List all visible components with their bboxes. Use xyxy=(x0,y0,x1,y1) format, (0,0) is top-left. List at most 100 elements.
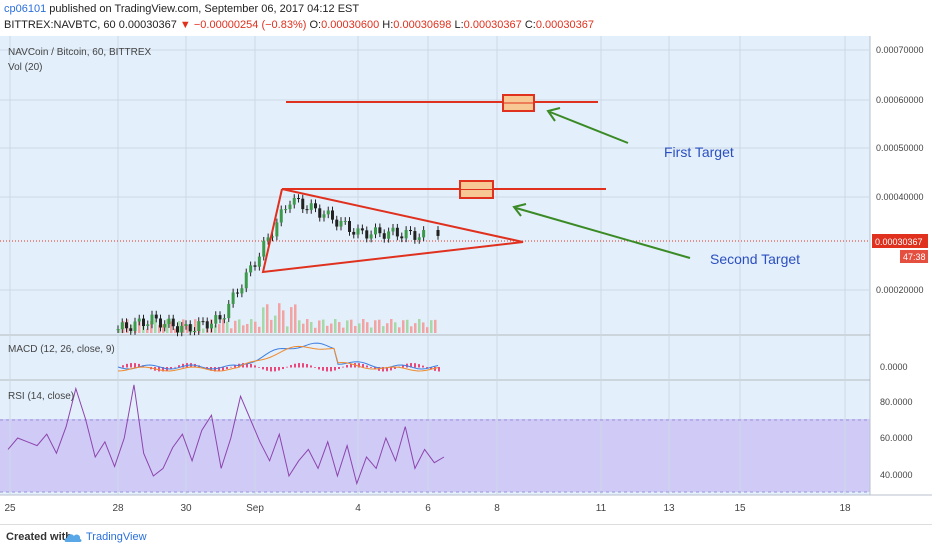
macd-histogram-bar xyxy=(410,363,412,368)
first-target-label[interactable]: Second Target xyxy=(710,251,800,267)
main-pane-title: NAVCoin / Bitcoin, 60, BITTREX xyxy=(8,47,152,58)
volume-bar xyxy=(402,320,405,333)
candle-body xyxy=(171,318,175,327)
candle-body xyxy=(309,203,313,210)
macd-histogram-bar xyxy=(362,364,364,368)
second-target-label[interactable]: First Target xyxy=(664,144,734,160)
volume-bar xyxy=(346,320,349,333)
rsi-y-tick-2: 40.0000 xyxy=(880,470,913,480)
macd-histogram-bar xyxy=(314,367,316,368)
symmetrical-triangle[interactable] xyxy=(261,188,524,274)
candle-body xyxy=(262,240,266,257)
macd-histogram-bar xyxy=(230,366,232,368)
candle-body xyxy=(352,231,356,235)
main-pane-bg xyxy=(0,36,870,334)
candle-body xyxy=(343,220,347,222)
candle-body xyxy=(133,321,137,331)
open-label: O: xyxy=(309,19,322,31)
candle-body xyxy=(176,326,179,333)
volume-bar xyxy=(354,325,357,333)
volume-bar xyxy=(262,307,265,333)
rsi-y-tick-0: 80.0000 xyxy=(880,397,913,407)
chart-canvas[interactable]: First Target Second Target NAVCoin / Bit… xyxy=(0,36,932,524)
x-tick-5: 6 xyxy=(425,503,431,514)
macd-indicator xyxy=(117,342,440,372)
volume-bar xyxy=(326,325,329,333)
volume-bar xyxy=(278,303,281,333)
volume-bar xyxy=(186,325,189,333)
macd-histogram-bar xyxy=(250,363,252,368)
volume-bar xyxy=(166,319,169,333)
candle-body xyxy=(231,292,235,304)
candle-body xyxy=(400,236,404,239)
publish-line: cp06101 published on TradingView.com, Se… xyxy=(4,3,359,15)
candle-body xyxy=(218,315,222,320)
volume-bar xyxy=(338,322,341,333)
volume-bar xyxy=(322,319,325,333)
macd-histogram-bar xyxy=(298,363,300,368)
macd-histogram-bar xyxy=(174,366,176,368)
price-candles xyxy=(116,194,440,337)
macd-histogram-bar xyxy=(402,364,404,368)
volume-bar xyxy=(390,319,393,333)
macd-histogram-bar xyxy=(310,365,312,368)
tradingview-logo-icon[interactable] xyxy=(64,530,82,544)
y-tick-0: 0.00070000 xyxy=(876,45,924,55)
rsi-title: RSI (14, close) xyxy=(8,391,74,402)
volume-bar xyxy=(342,327,345,333)
macd-histogram-bar xyxy=(246,363,248,368)
candle-body xyxy=(335,219,339,227)
candle-body xyxy=(180,325,184,333)
volume-bar xyxy=(146,328,149,333)
candle-body xyxy=(137,318,141,322)
volume-bar xyxy=(410,326,413,333)
macd-histogram-bar xyxy=(266,367,268,371)
candle-body xyxy=(266,237,270,241)
candle-body xyxy=(279,209,283,223)
macd-histogram-bar xyxy=(370,367,372,368)
volume-bar xyxy=(426,327,429,333)
volume-bar xyxy=(422,322,425,333)
macd-histogram-bar xyxy=(122,365,124,368)
candle-body xyxy=(348,220,351,232)
macd-histogram-bar xyxy=(374,367,376,370)
macd-histogram-bar xyxy=(126,363,128,368)
volume-bar xyxy=(242,325,245,333)
macd-histogram-bar xyxy=(290,365,292,368)
volume-bar xyxy=(174,328,177,333)
volume-bar xyxy=(258,326,261,333)
macd-histogram-bar xyxy=(382,367,384,372)
candle-body xyxy=(253,265,257,267)
vertical-grid xyxy=(9,36,846,495)
rsi-line xyxy=(7,384,445,486)
volume-bar xyxy=(158,324,161,333)
open-value: 0.00030600 xyxy=(321,19,380,31)
published-text: published on TradingView.com, September … xyxy=(49,3,360,15)
macd-histogram-bar xyxy=(358,363,360,368)
candle-body xyxy=(395,227,399,237)
volume-bar xyxy=(266,304,269,333)
second-target-arrow[interactable] xyxy=(546,107,629,144)
volume-bar xyxy=(270,319,273,333)
macd-histogram-bar xyxy=(386,367,388,372)
macd-histogram-bar xyxy=(438,367,440,372)
candle-body xyxy=(318,208,322,218)
macd-histogram-bar xyxy=(222,367,224,371)
candle-body xyxy=(378,227,382,234)
author-link[interactable]: cp06101 xyxy=(4,3,47,15)
candle-body xyxy=(314,203,317,209)
volume-bar xyxy=(414,323,417,333)
candle-body xyxy=(436,230,440,236)
volume-bar xyxy=(286,326,289,333)
tradingview-brand-link[interactable]: TradingView xyxy=(86,531,147,543)
volume-bar xyxy=(162,324,165,333)
macd-histogram-bar xyxy=(346,365,348,368)
macd-histogram-bar xyxy=(138,363,140,368)
high-label: H: xyxy=(382,19,394,31)
candle-body xyxy=(413,231,417,240)
first-target-arrow[interactable] xyxy=(512,203,691,259)
volume-bar xyxy=(370,327,373,333)
macd-histogram-bar xyxy=(418,364,420,368)
macd-histogram-bar xyxy=(294,363,296,368)
candle-body xyxy=(197,321,201,331)
